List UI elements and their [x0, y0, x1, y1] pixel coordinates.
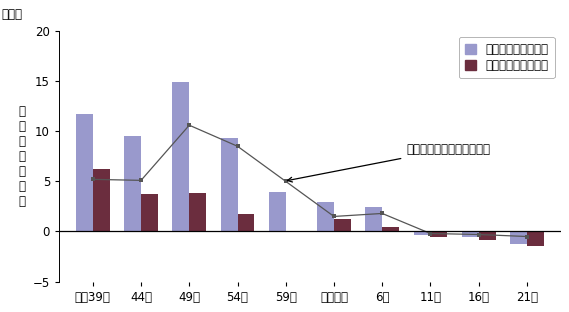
Bar — [365, 207, 382, 232]
Text: 消費者物価変化率（年率）: 消費者物価変化率（年率） — [287, 143, 490, 182]
Legend: 名目増減率（年率）, 実質増減率（年率）: 名目増減率（年率）, 実質増減率（年率） — [459, 37, 555, 78]
Bar — [462, 232, 479, 236]
Bar — [141, 194, 158, 232]
Y-axis label: 増
減
率
（
年
率
）: 増 減 率 （ 年 率 ） — [18, 105, 25, 208]
Bar — [334, 219, 351, 232]
Text: （％）: （％） — [1, 8, 22, 21]
Bar — [527, 232, 544, 246]
Bar — [430, 232, 447, 236]
Bar — [76, 114, 93, 232]
Bar — [221, 138, 237, 232]
Bar — [93, 169, 110, 232]
Bar — [237, 214, 254, 232]
Bar — [414, 232, 430, 235]
Bar — [189, 193, 206, 232]
Bar — [317, 202, 334, 232]
Bar — [510, 232, 527, 244]
Bar — [479, 232, 496, 240]
Bar — [269, 193, 286, 232]
Bar — [124, 136, 141, 232]
Bar — [382, 227, 399, 232]
Bar — [172, 82, 189, 232]
